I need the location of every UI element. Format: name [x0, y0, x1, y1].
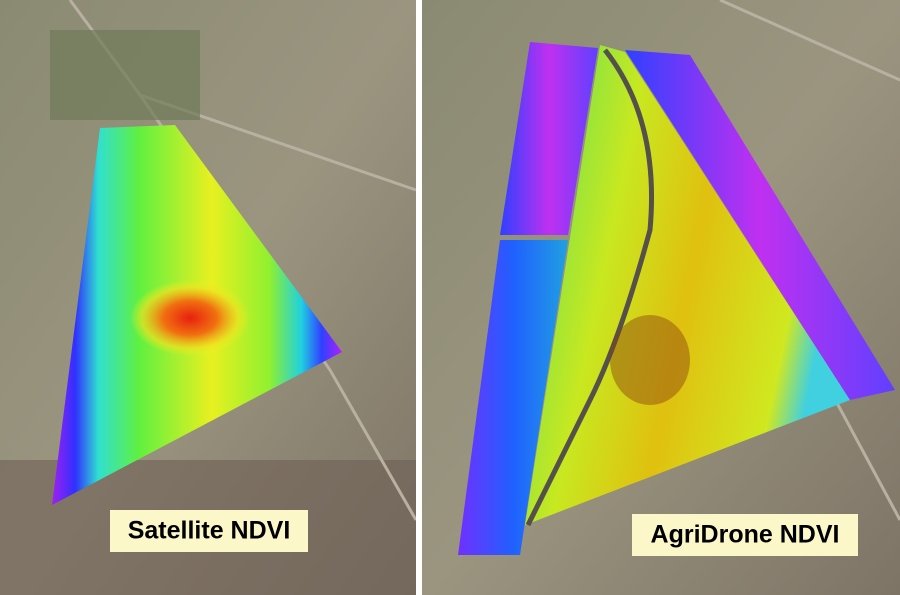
low-vigor-zone	[610, 315, 690, 405]
drone-strip-south	[458, 240, 568, 555]
divider	[416, 0, 422, 595]
drainage-line	[525, 48, 655, 527]
label-box	[632, 514, 858, 556]
drone-strip-north	[500, 42, 598, 235]
road	[719, 0, 900, 521]
farmstead	[50, 30, 200, 120]
drone-strip-east	[625, 50, 895, 400]
drone-ndvi-map	[525, 45, 850, 525]
label-box	[110, 510, 308, 552]
drone-label: AgriDrone NDVI	[651, 521, 840, 549]
low-vigor-zone	[130, 280, 250, 356]
satellite-label: Satellite NDVI	[128, 517, 291, 545]
